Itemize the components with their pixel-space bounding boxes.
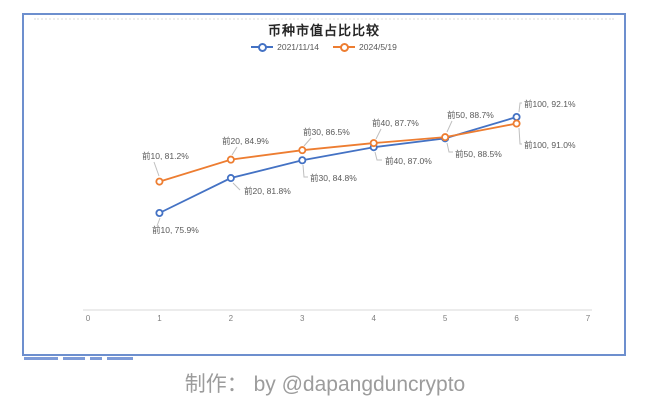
legend-item-series-2: 2024/5/19: [333, 42, 397, 52]
line-marker-icon: [251, 43, 274, 52]
legend-label-series-2: 2024/5/19: [359, 42, 397, 52]
credit-caption: 制作： by @dapangduncrypto: [184, 373, 466, 396]
chart-frame: 币种市值占比比较 2021/11/14 2024/5/19: [22, 13, 626, 356]
clipped-text-artifact: [24, 357, 164, 361]
chart-legend: 2021/11/14 2024/5/19: [24, 41, 624, 53]
dotted-line-artifact: [34, 18, 614, 20]
legend-label-series-1: 2021/11/14: [277, 42, 320, 52]
legend-item-series-1: 2021/11/14: [251, 42, 319, 52]
line-marker-icon: [333, 43, 356, 52]
chart-title: 币种市值占比比较: [267, 23, 380, 38]
